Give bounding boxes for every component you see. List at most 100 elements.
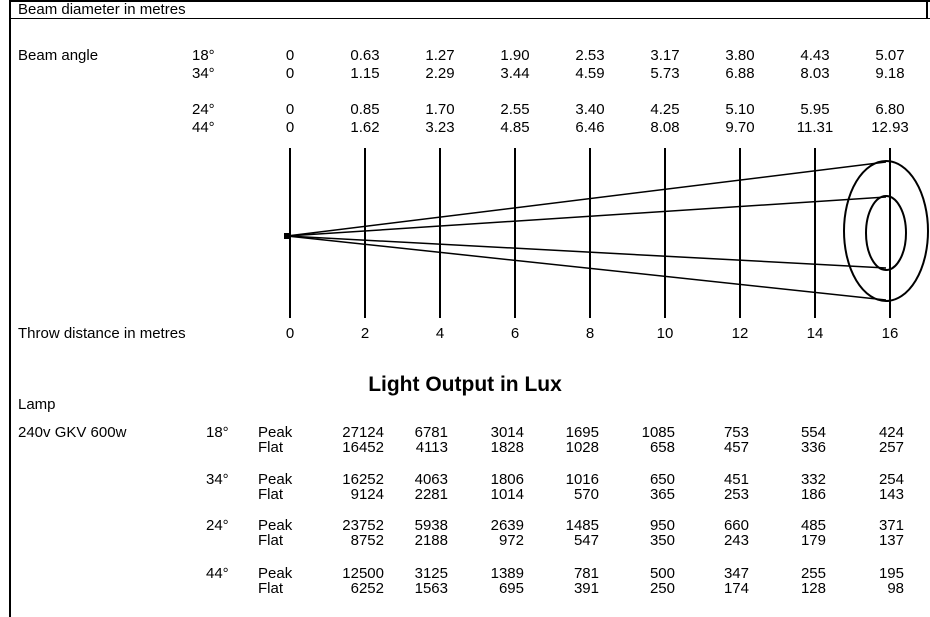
throw-distance-label: Throw distance in metres — [18, 325, 186, 342]
lux-value-cell: 554 — [800, 424, 826, 441]
beam-edge-line — [286, 235, 887, 301]
lux-row-type: Peak — [258, 565, 293, 582]
lux-value-cell: 658 — [649, 439, 675, 456]
lux-value-cell: 457 — [723, 439, 749, 456]
lux-value-cell: 332 — [800, 471, 826, 488]
beam-diameter-cell: 9.70 — [725, 119, 755, 136]
lux-value-cell: 2281 — [414, 486, 448, 503]
lux-value-cell: 660 — [723, 517, 749, 534]
lux-value-cell: 6252 — [350, 580, 384, 597]
lux-value-cell: 179 — [800, 532, 826, 549]
lamp-header: Lamp — [18, 396, 56, 413]
beam-diameter-cell: 0.63 — [350, 47, 380, 64]
title-divider — [9, 18, 930, 19]
beam-angle-value: 18° — [192, 47, 215, 64]
lux-value-cell: 1828 — [490, 439, 524, 456]
throw-distance-tick: 10 — [656, 325, 674, 342]
beam-angle-value: 44° — [192, 119, 215, 136]
lux-value-cell: 485 — [800, 517, 826, 534]
lux-value-cell: 2639 — [490, 517, 524, 534]
lux-value-cell: 1389 — [490, 565, 524, 582]
lux-value-cell: 12500 — [342, 565, 384, 582]
lux-row-type: Peak — [258, 424, 293, 441]
beam-diameter-cell: 5.07 — [875, 47, 905, 64]
beam-diameter-cell: 0.85 — [350, 101, 380, 118]
beam-diameter-cell: 4.43 — [800, 47, 830, 64]
lux-value-cell: 174 — [723, 580, 749, 597]
luminaire-marker — [284, 233, 291, 239]
beam-diameter-cell: 3.23 — [425, 119, 455, 136]
lux-value-cell: 137 — [878, 532, 904, 549]
lux-value-cell: 128 — [800, 580, 826, 597]
lux-value-cell: 753 — [723, 424, 749, 441]
lux-value-cell: 950 — [649, 517, 675, 534]
lux-value-cell: 1016 — [565, 471, 599, 488]
beam-diameter-cell: 1.15 — [350, 65, 380, 82]
beam-diameter-cell: 8.08 — [650, 119, 680, 136]
lux-value-cell: 347 — [723, 565, 749, 582]
lux-value-cell: 972 — [498, 532, 524, 549]
throw-distance-tick: 0 — [285, 325, 295, 342]
lamp-name: 240v GKV 600w — [18, 424, 127, 441]
lux-value-cell: 4113 — [415, 439, 448, 456]
lux-value-cell: 1485 — [565, 517, 599, 534]
beam-edge-line — [286, 235, 887, 269]
lux-value-cell: 1014 — [490, 486, 524, 503]
lux-value-cell: 350 — [649, 532, 675, 549]
beam-diameter-cell: 0 — [285, 47, 295, 64]
beam-diameter-cell: 3.17 — [650, 47, 680, 64]
lux-value-cell: 650 — [649, 471, 675, 488]
throw-distance-tick: 2 — [360, 325, 370, 342]
lux-value-cell: 2188 — [414, 532, 448, 549]
lux-value-cell: 98 — [887, 580, 904, 597]
lux-value-cell: 451 — [723, 471, 749, 488]
lux-value-cell: 6781 — [414, 424, 448, 441]
beam-diameter-cell: 2.55 — [500, 101, 530, 118]
beam-diameter-cell: 2.53 — [575, 47, 605, 64]
beam-diameter-cell: 0 — [285, 119, 295, 136]
beam-diameter-cell: 1.62 — [350, 119, 380, 136]
lux-value-cell: 27124 — [342, 424, 384, 441]
lux-value-cell: 143 — [878, 486, 904, 503]
frame-top-border — [9, 0, 930, 2]
frame-right-border — [926, 0, 928, 19]
beam-edge-line — [286, 161, 887, 237]
lux-value-cell: 254 — [878, 471, 904, 488]
beam-diameter-cell: 11.31 — [796, 119, 834, 136]
lux-value-cell: 16252 — [342, 471, 384, 488]
lux-value-cell: 424 — [878, 424, 904, 441]
lux-value-cell: 781 — [573, 565, 599, 582]
lux-value-cell: 5938 — [414, 517, 448, 534]
lux-value-cell: 195 — [878, 565, 904, 582]
frame-left-border — [9, 0, 11, 617]
beam-diameter-cell: 0 — [285, 101, 295, 118]
lux-row-type: Peak — [258, 517, 293, 534]
lux-value-cell: 3014 — [490, 424, 524, 441]
beam-diameter-cell: 5.95 — [800, 101, 830, 118]
beam-diameter-title: Beam diameter in metres — [18, 1, 186, 18]
lux-value-cell: 695 — [498, 580, 524, 597]
beam-diameter-cell: 4.25 — [650, 101, 680, 118]
beam-diameter-cell: 6.88 — [725, 65, 755, 82]
beam-diameter-cell: 3.40 — [575, 101, 605, 118]
lux-row-type: Flat — [258, 580, 284, 597]
beam-edge-line — [286, 196, 887, 237]
beam-diameter-cell: 3.44 — [500, 65, 530, 82]
beam-diameter-cell: 5.73 — [650, 65, 680, 82]
beam-angle-value: 34° — [192, 65, 215, 82]
beam-outer-ellipse — [843, 160, 929, 302]
beam-angle-label: Beam angle — [18, 47, 99, 64]
lux-value-cell: 336 — [800, 439, 826, 456]
lux-row-type: Flat — [258, 486, 284, 503]
lux-value-cell: 547 — [573, 532, 599, 549]
lux-value-cell: 253 — [723, 486, 749, 503]
lux-value-cell: 1028 — [565, 439, 599, 456]
lux-value-cell: 250 — [649, 580, 675, 597]
beam-diameter-cell: 4.59 — [575, 65, 605, 82]
throw-distance-tick: 16 — [881, 325, 899, 342]
lux-value-cell: 257 — [878, 439, 904, 456]
lux-angle-value: 18° — [206, 424, 229, 441]
throw-distance-tick: 6 — [510, 325, 520, 342]
lux-value-cell: 500 — [649, 565, 675, 582]
